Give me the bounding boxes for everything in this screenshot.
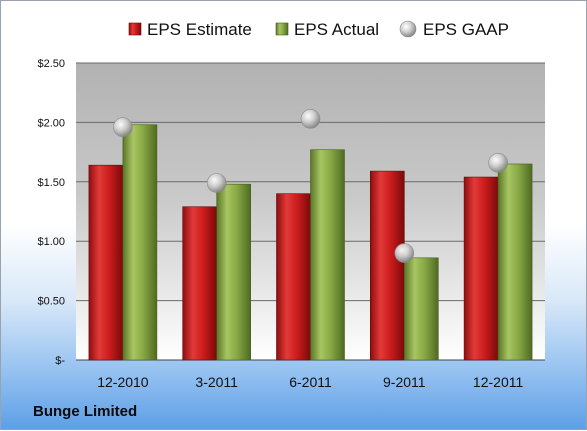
legend-label: EPS Actual	[294, 20, 379, 39]
bars	[88, 124, 533, 361]
y-tick-label: $-	[55, 355, 65, 367]
marker-eps-gaap	[394, 243, 415, 263]
y-tick-label: $2.00	[37, 117, 65, 129]
bar-eps-estimate	[276, 193, 311, 361]
y-tick-label: $2.50	[37, 58, 65, 70]
legend-item: EPS Estimate	[128, 20, 252, 39]
company-name: Bunge Limited	[33, 403, 138, 420]
gaap-markers	[113, 109, 508, 263]
y-tick-label: $0.50	[37, 296, 65, 308]
bar-eps-actual	[403, 257, 439, 361]
x-tick-label: 3-2011	[195, 374, 238, 390]
x-tick-label: 9-2011	[383, 374, 426, 390]
bar-eps-actual	[497, 163, 533, 361]
legend-label: EPS Estimate	[147, 20, 252, 39]
bar-eps-estimate	[88, 164, 124, 361]
y-axis-ticks: $- $0.50 $1.00 $1.50 $2.00 $2.50	[37, 58, 65, 367]
bar-eps-actual	[216, 183, 251, 361]
bar-eps-estimate	[182, 206, 217, 361]
bar-eps-estimate	[369, 170, 405, 361]
marker-eps-gaap	[488, 152, 508, 173]
y-tick-label: $1.50	[37, 177, 65, 189]
legend-swatch	[399, 20, 417, 38]
marker-eps-gaap	[113, 117, 133, 137]
bar-eps-actual	[310, 149, 345, 361]
x-tick-label: 12-2010	[97, 374, 149, 390]
legend-label: EPS GAAP	[423, 20, 509, 39]
legend-item: EPS GAAP	[399, 20, 509, 39]
marker-eps-gaap	[300, 109, 321, 129]
legend-item: EPS Actual	[275, 20, 379, 39]
legend: EPS Estimate EPS Actual EPS GAAP	[128, 20, 509, 39]
x-axis-ticks: 12-2010 3-2011 6-2011 9-2011 12-2011	[97, 374, 523, 390]
bar-eps-actual	[122, 124, 158, 361]
bar-eps-estimate	[463, 176, 499, 361]
legend-swatch	[275, 22, 289, 36]
x-tick-label: 6-2011	[289, 374, 332, 390]
y-tick-label: $1.00	[37, 236, 65, 248]
marker-eps-gaap	[206, 173, 227, 193]
legend-swatch	[128, 22, 142, 36]
x-tick-label: 12-2011	[473, 374, 524, 390]
